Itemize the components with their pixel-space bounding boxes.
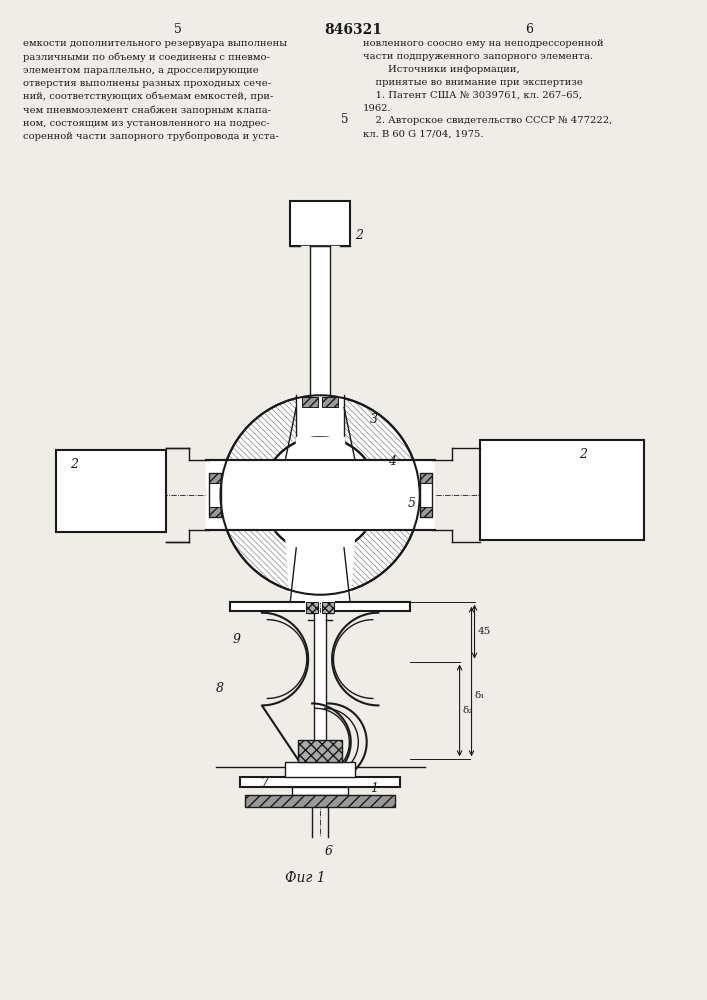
Text: 7: 7 <box>260 777 269 790</box>
Polygon shape <box>296 437 344 458</box>
Text: 3: 3 <box>370 413 378 426</box>
Bar <box>322 397 338 407</box>
Text: 2: 2 <box>355 229 363 242</box>
Text: 45: 45 <box>477 627 491 636</box>
Bar <box>292 787 348 795</box>
Text: Фиг 1: Фиг 1 <box>285 871 325 885</box>
Bar <box>302 397 318 407</box>
Text: 846321: 846321 <box>324 23 382 37</box>
Bar <box>209 507 221 517</box>
Bar <box>240 777 400 787</box>
Polygon shape <box>310 246 330 395</box>
Text: δ₂: δ₂ <box>462 706 473 715</box>
Bar <box>420 473 432 517</box>
Polygon shape <box>206 460 435 530</box>
Polygon shape <box>230 602 304 611</box>
Polygon shape <box>291 548 350 602</box>
Text: 5: 5 <box>408 497 416 510</box>
Bar <box>420 473 432 483</box>
Bar <box>285 762 355 777</box>
Text: 2: 2 <box>579 448 587 461</box>
Polygon shape <box>336 602 410 611</box>
Text: 6: 6 <box>525 23 533 36</box>
Bar <box>209 473 221 517</box>
Text: 5: 5 <box>174 23 182 36</box>
Circle shape <box>262 437 378 553</box>
Text: 1: 1 <box>370 782 378 795</box>
Text: емкости дополнительного резервуара выполнены
различными по объему и соединены с : емкости дополнительного резервуара выпол… <box>23 39 288 141</box>
Bar <box>298 740 342 762</box>
Polygon shape <box>285 530 355 602</box>
Bar <box>479 440 644 540</box>
Bar <box>291 201 350 246</box>
Text: 6: 6 <box>325 845 333 858</box>
Bar <box>56 450 165 532</box>
Text: новленного соосно ему на неподрессоренной
части подпруженного запорного элемента: новленного соосно ему на неподрессоренно… <box>363 39 612 138</box>
Text: 9: 9 <box>233 633 240 646</box>
Polygon shape <box>221 395 420 595</box>
Bar <box>209 473 221 483</box>
Text: δ₁: δ₁ <box>474 691 485 700</box>
Text: 2: 2 <box>70 458 78 471</box>
Polygon shape <box>257 460 383 530</box>
Polygon shape <box>296 437 344 460</box>
Bar <box>420 507 432 517</box>
Bar <box>245 795 395 807</box>
Bar <box>322 602 334 613</box>
Text: 4: 4 <box>388 455 396 468</box>
Polygon shape <box>296 395 344 490</box>
Bar <box>306 602 318 613</box>
Text: 5: 5 <box>341 113 349 126</box>
Text: 8: 8 <box>216 682 223 695</box>
Polygon shape <box>314 613 326 784</box>
